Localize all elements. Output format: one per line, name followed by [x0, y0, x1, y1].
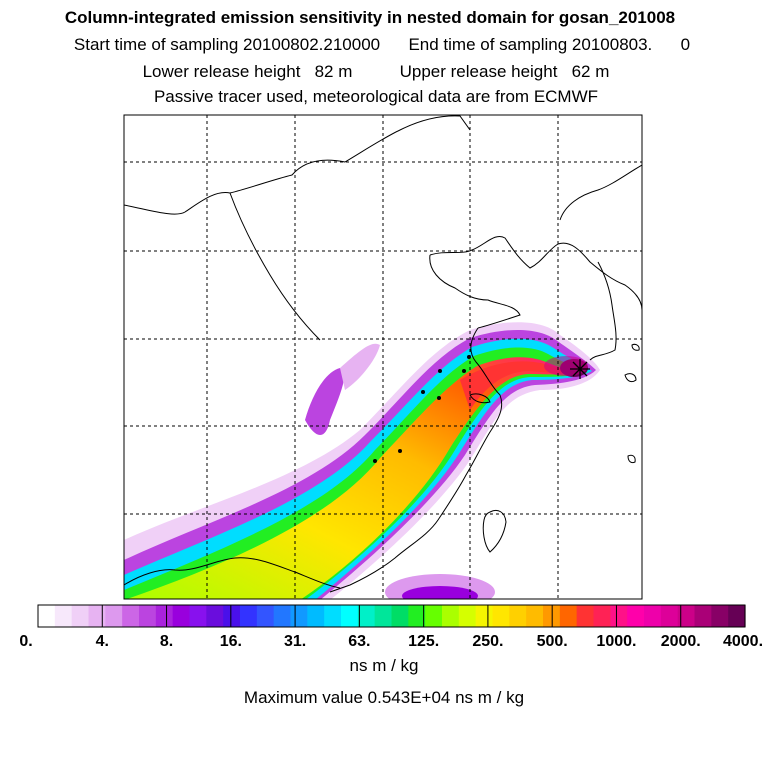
city-dot — [437, 396, 441, 400]
colorbar-cell — [526, 605, 544, 627]
colorbar-tick-label: 4. — [96, 633, 109, 650]
plume-south-blob-core — [402, 586, 478, 599]
colorbar-cell — [728, 605, 746, 627]
colorbar-cell — [442, 605, 460, 627]
province-line — [229, 192, 321, 341]
city-dot — [421, 390, 425, 394]
colorbar-cell — [38, 605, 56, 627]
city-dot — [438, 369, 442, 373]
colorbar-cell — [54, 605, 73, 627]
sampling-time-line: Start time of sampling 20100802.210000 E… — [73, 35, 691, 54]
colorbar-cell — [475, 605, 494, 627]
plume-branch-north — [305, 368, 345, 435]
colorbar-tick-label: 16. — [220, 633, 242, 650]
map-panel — [123, 114, 643, 600]
colorbar-cell — [240, 605, 258, 627]
coast-korea — [589, 261, 617, 361]
chart-title: Column-integrated emission sensitivity i… — [64, 8, 676, 27]
colorbar-cell — [559, 605, 578, 627]
island-japan-1 — [624, 373, 637, 383]
coast-bohai — [429, 236, 642, 311]
colorbar-cell — [155, 605, 174, 627]
colorbar-tick-label: 31. — [284, 633, 306, 650]
city-dot — [462, 369, 466, 373]
border-southwest — [124, 557, 341, 589]
colorbar-cell — [206, 605, 224, 627]
colorbar-cell — [71, 605, 90, 627]
colorbar-cell — [425, 605, 443, 627]
colorbar-cell — [509, 605, 527, 627]
colorbar-cell — [408, 605, 426, 627]
colorbar-tick-label: 4000. — [723, 633, 763, 650]
coast-taiwan — [482, 509, 507, 553]
colorbar-tick-label: 2000. — [661, 633, 701, 650]
graticule — [124, 115, 642, 599]
colorbar-cell — [374, 605, 393, 627]
plume-max-halo — [544, 356, 588, 376]
colorbar-cell — [660, 605, 679, 627]
colorbar-cell — [492, 605, 510, 627]
coastlines — [124, 115, 642, 593]
colorbar-tick-label: 0. — [19, 633, 32, 650]
city-markers — [373, 355, 471, 463]
colorbar-cell — [324, 605, 342, 627]
colorbar-cell — [256, 605, 275, 627]
colorbar-cell — [290, 605, 308, 627]
receptor-marker — [570, 359, 590, 379]
colorbar-cell — [357, 605, 376, 627]
colorbar-tick-label: 8. — [160, 633, 173, 650]
colorbar-tick-label: 250. — [472, 633, 503, 650]
colorbar-cell — [694, 605, 712, 627]
colorbar-tick-label: 1000. — [596, 633, 636, 650]
colorbar-tick-labels: 0. 4. 8. 16. 31. 63. 125. 250. 500. 1000. 2000. 400… — [19, 633, 763, 650]
city-dot — [467, 355, 471, 359]
colorbar-frame — [37, 604, 746, 628]
city-dot — [373, 459, 377, 463]
border-northeast — [559, 164, 642, 221]
colorbar-cell — [576, 605, 595, 627]
colorbar-cell — [610, 605, 628, 627]
colorbar-tick-label: 500. — [537, 633, 568, 650]
colorbar-cell — [391, 605, 409, 627]
tracer-info-line: Passive tracer used, meteorological data… — [153, 87, 599, 106]
colorbar-units: ns m / kg — [349, 656, 419, 675]
colorbar-tick-label: 63. — [348, 633, 370, 650]
coast-shandong — [429, 254, 521, 329]
colorbar-cell — [458, 605, 477, 627]
plume-core — [126, 357, 586, 599]
colorbar-cell — [139, 605, 157, 627]
coast-east-china — [329, 327, 503, 593]
colorbar-cell — [172, 605, 191, 627]
colorbar — [37, 604, 746, 628]
map-frame — [123, 114, 643, 600]
island-japan-2 — [627, 454, 636, 464]
release-height-line: Lower release height 82 m Upper release … — [142, 62, 610, 81]
colorbar-cell — [307, 605, 325, 627]
island-small — [631, 343, 640, 351]
colorbar-cell — [341, 605, 359, 627]
colorbar-cell — [711, 605, 729, 627]
sensitivity-field — [124, 322, 600, 599]
colorbar-cell — [105, 605, 123, 627]
colorbar-cell — [273, 605, 292, 627]
colorbar-cell — [644, 605, 662, 627]
city-dot — [398, 449, 402, 453]
colorbar-cell — [88, 605, 106, 627]
colorbar-cell — [223, 605, 241, 627]
max-value-label: Maximum value 0.543E+04 ns m / kg — [243, 688, 525, 707]
border-north — [124, 115, 471, 215]
colorbar-cell — [627, 605, 645, 627]
lake-1 — [469, 393, 491, 404]
plume-red — [460, 361, 584, 410]
colorbar-cell — [122, 605, 140, 627]
colorbar-cell — [189, 605, 207, 627]
colorbar-cell — [677, 605, 696, 627]
colorbar-cell — [593, 605, 611, 627]
plume-branch-north-faint — [340, 343, 380, 390]
colorbar-tick-label: 125. — [408, 633, 439, 650]
